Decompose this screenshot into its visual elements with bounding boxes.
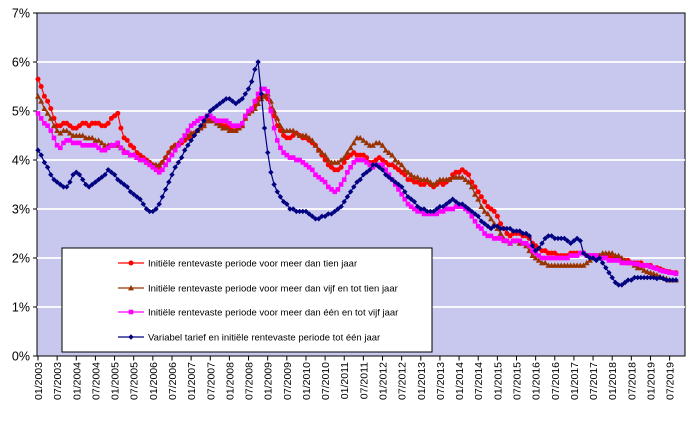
- x-tick-label: 01/2010: [301, 362, 313, 400]
- x-tick-label: 07/2014: [473, 362, 485, 400]
- x-tick-label: 07/2013: [435, 362, 447, 400]
- legend: Initiële rentevaste periode voor meer da…: [61, 247, 433, 353]
- x-tick-label: 01/2016: [531, 362, 543, 400]
- legend-item: Initiële rentevaste periode voor meer da…: [118, 308, 398, 319]
- x-tick-label: 07/2009: [282, 362, 294, 400]
- x-tick-label: 01/2017: [569, 362, 581, 400]
- legend-item: Initiële rentevaste periode voor meer da…: [118, 284, 398, 295]
- y-axis: 0% 1% 2% 3% 4% 5% 6% 7%: [12, 7, 37, 364]
- x-tick-label: 07/2017: [588, 362, 600, 400]
- x-tick-label: 07/2015: [512, 362, 524, 400]
- x-tick-label: 01/2009: [263, 362, 275, 400]
- legend-label: Initiële rentevaste periode voor meer da…: [148, 284, 398, 295]
- x-tick-label: 01/2007: [186, 362, 198, 400]
- x-tick-label: 07/2010: [320, 362, 332, 400]
- x-tick-label: 01/2008: [224, 362, 236, 400]
- x-tick-label: 07/2003: [52, 362, 64, 400]
- y-tick-label: 0%: [12, 350, 30, 364]
- x-tick-label: 07/2004: [90, 362, 102, 400]
- y-tick-label: 4%: [12, 154, 30, 168]
- y-tick-label: 5%: [12, 105, 30, 119]
- series-3: [35, 59, 679, 288]
- y-tick-label: 6%: [12, 56, 30, 70]
- x-tick-label: 01/2004: [71, 362, 83, 400]
- x-tick-label: 01/2003: [33, 362, 45, 400]
- series-2: [35, 86, 679, 276]
- x-axis: 01/2003 07/2003 01/2004 07/2004 01/2005 07/20…: [33, 356, 677, 400]
- x-tick-label: 01/2014: [454, 362, 466, 400]
- x-tick-label: 07/2007: [205, 362, 217, 400]
- x-tick-label: 01/2013: [416, 362, 428, 400]
- x-tick-label: 07/2006: [167, 362, 179, 400]
- x-tick-label: 01/2019: [645, 362, 657, 400]
- legend-label: Initiële rentevaste periode voor meer da…: [148, 308, 398, 319]
- y-tick-label: 1%: [12, 301, 30, 315]
- x-tick-label: 01/2005: [110, 362, 122, 400]
- x-tick-label: 01/2018: [607, 362, 619, 400]
- x-tick-label: 07/2018: [626, 362, 638, 400]
- legend-label: Initiële rentevaste periode voor meer da…: [148, 259, 357, 270]
- y-tick-label: 2%: [12, 252, 30, 266]
- x-tick-label: 07/2019: [665, 362, 677, 400]
- legend-item: Initiële rentevaste periode voor meer da…: [118, 259, 357, 270]
- y-tick-label: 7%: [12, 7, 30, 21]
- legend-item: Variabel tarief en initiële rentevaste p…: [118, 333, 380, 344]
- x-tick-label: 07/2012: [397, 362, 409, 400]
- x-tick-label: 07/2008: [244, 362, 256, 400]
- x-tick-label: 07/2016: [550, 362, 562, 400]
- x-tick-label: 01/2012: [378, 362, 390, 400]
- x-tick-label: 07/2005: [129, 362, 141, 400]
- x-tick-label: 01/2006: [148, 362, 160, 400]
- x-tick-label: 07/2011: [358, 362, 370, 399]
- x-tick-label: 01/2011: [339, 362, 351, 399]
- x-tick-label: 01/2015: [492, 362, 504, 400]
- y-tick-label: 3%: [12, 203, 30, 217]
- legend-label: Variabel tarief en initiële rentevaste p…: [148, 333, 380, 344]
